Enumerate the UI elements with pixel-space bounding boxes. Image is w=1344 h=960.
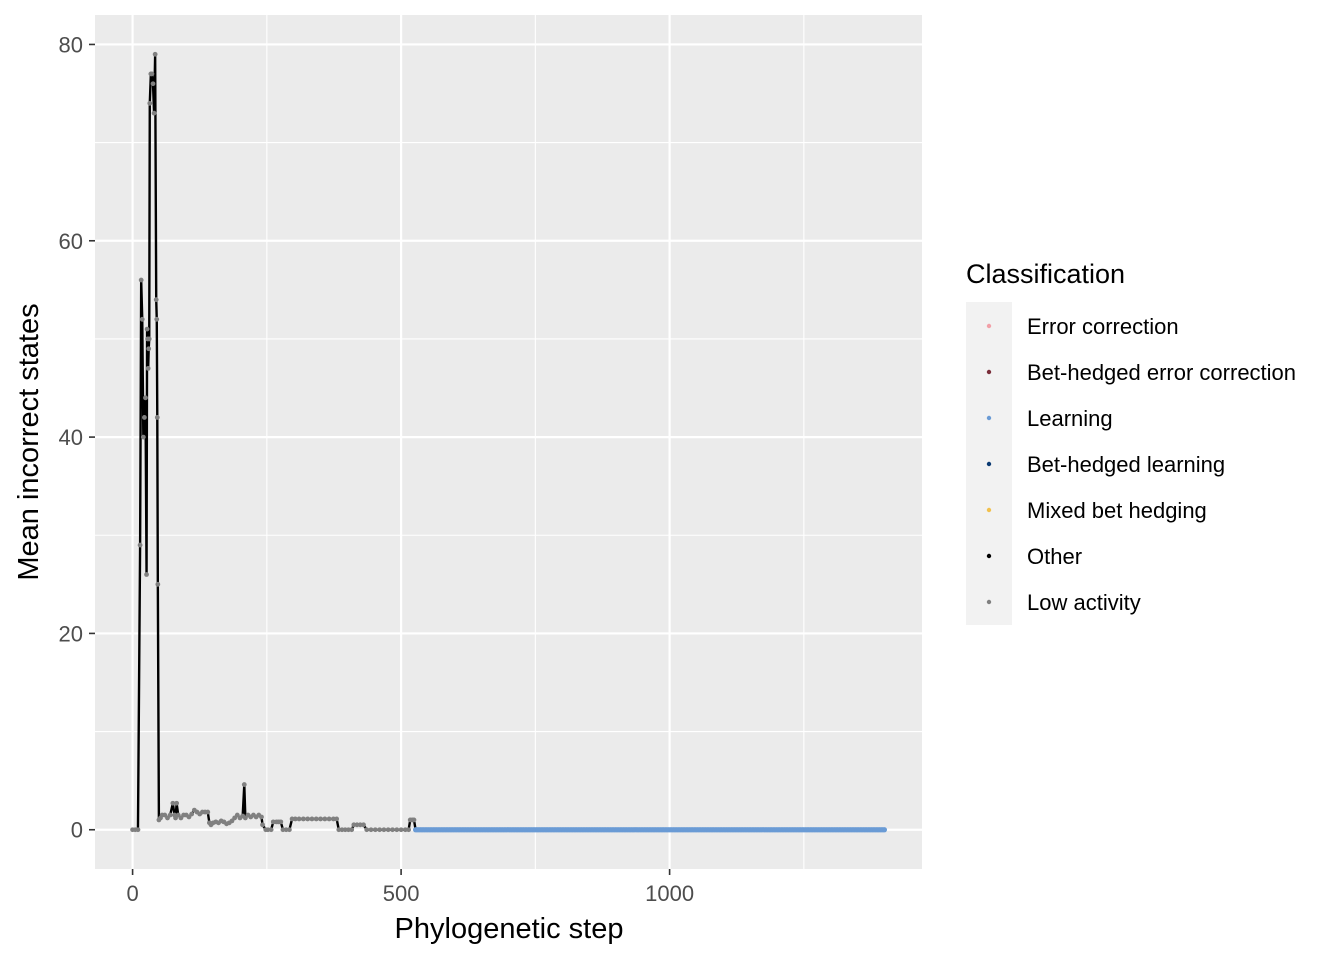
- x-tick-label: 500: [383, 881, 420, 906]
- low-activity-point: [296, 816, 302, 822]
- legend-title: Classification: [966, 259, 1125, 289]
- low-activity-point: [135, 827, 141, 833]
- y-tick-label: 60: [59, 229, 83, 254]
- low-activity-point: [154, 415, 160, 420]
- legend-key-dot: [986, 599, 992, 605]
- legend-key-dot: [986, 461, 992, 467]
- legend: Classification Error correction Bet-hedge…: [966, 259, 1296, 625]
- low-activity-point: [268, 827, 274, 833]
- low-activity-point: [309, 816, 315, 822]
- low-activity-point: [139, 316, 145, 322]
- low-activity-point: [349, 827, 355, 833]
- low-activity-point: [361, 822, 366, 828]
- low-activity-point: [137, 542, 143, 548]
- low-activity-point: [146, 346, 152, 352]
- low-activity-point: [145, 365, 151, 371]
- low-activity-point: [259, 814, 264, 820]
- series-layer: [130, 51, 888, 833]
- low-activity-point: [368, 827, 374, 833]
- low-activity-point: [334, 816, 340, 822]
- minor-gridlines: [95, 15, 922, 869]
- low-activity-point: [385, 827, 391, 833]
- low-activity-point: [167, 812, 173, 818]
- x-axis-title: Phylogenetic step: [395, 913, 624, 945]
- legend-label: Bet-hedged learning: [1027, 452, 1225, 477]
- y-axis-title: Mean incorrect states: [13, 303, 45, 580]
- low-activity-point: [174, 800, 180, 806]
- low-activity-point: [313, 816, 319, 822]
- low-activity-point: [205, 809, 211, 815]
- legend-label: Other: [1027, 544, 1082, 569]
- low-activity-point: [142, 415, 147, 420]
- low-activity-point: [143, 395, 148, 401]
- y-tick-label: 0: [71, 818, 83, 843]
- low-activity-point: [146, 336, 152, 342]
- legend-label: Bet-hedged error correction: [1027, 360, 1296, 385]
- low-activity-point: [153, 297, 159, 303]
- low-activity-point: [138, 277, 144, 283]
- low-activity-point: [260, 822, 265, 828]
- x-axis: 0 500 1000: [126, 869, 694, 906]
- legend-key-dot: [986, 415, 992, 421]
- low-activity-point: [292, 816, 298, 822]
- legend-label: Mixed bet hedging: [1027, 498, 1207, 523]
- low-activity-point: [364, 827, 370, 833]
- legend-key-dot: [986, 323, 992, 329]
- low-activity-point: [406, 827, 412, 833]
- low-activity-point: [300, 816, 306, 822]
- legend-items: Error correction Bet-hedged error correct…: [986, 314, 1296, 615]
- low-activity-point: [322, 816, 328, 822]
- legend-key-dot: [986, 369, 992, 375]
- y-tick-label: 80: [59, 32, 83, 57]
- low-activity-point: [305, 816, 311, 822]
- low-activity-point: [189, 811, 195, 817]
- low-activity-point: [147, 100, 153, 106]
- low-activity-point: [278, 819, 284, 825]
- y-axis: 0 20 40 60 80: [59, 32, 95, 843]
- legend-key-dot: [986, 507, 992, 513]
- legend-label: Learning: [1027, 406, 1113, 431]
- y-tick-label: 20: [59, 621, 83, 646]
- low-activity-point: [154, 316, 160, 322]
- low-activity-point: [150, 81, 156, 87]
- low-activity-point: [151, 110, 157, 116]
- legend-label: Low activity: [1027, 590, 1141, 615]
- low-activity-point: [144, 572, 149, 577]
- low-activity-point: [394, 827, 400, 833]
- low-activity-point: [326, 816, 332, 822]
- y-tick-label: 40: [59, 425, 83, 450]
- x-tick-label: 1000: [645, 881, 694, 906]
- series-low-activity: [130, 51, 417, 833]
- legend-key-dot: [986, 553, 992, 559]
- low-activity-point: [372, 827, 378, 833]
- low-activity-point: [390, 827, 395, 833]
- low-activity-point: [286, 827, 292, 833]
- low-activity-point: [398, 827, 404, 833]
- learning-point: [881, 827, 888, 833]
- low-activity-point: [318, 816, 323, 822]
- panel-background: [95, 15, 922, 869]
- low-activity-point: [411, 817, 417, 823]
- low-activity-point: [144, 326, 150, 332]
- low-activity-point: [140, 434, 146, 440]
- x-tick-label: 0: [126, 881, 138, 906]
- legend-label: Error correction: [1027, 314, 1179, 339]
- low-activity-point: [155, 581, 161, 587]
- low-activity-point: [152, 51, 158, 57]
- series-learning: [412, 827, 888, 833]
- low-activity-point: [149, 71, 155, 77]
- low-activity-point: [241, 782, 247, 787]
- low-activity-point: [170, 800, 176, 806]
- low-activity-point: [377, 827, 383, 833]
- low-activity-point: [381, 827, 387, 833]
